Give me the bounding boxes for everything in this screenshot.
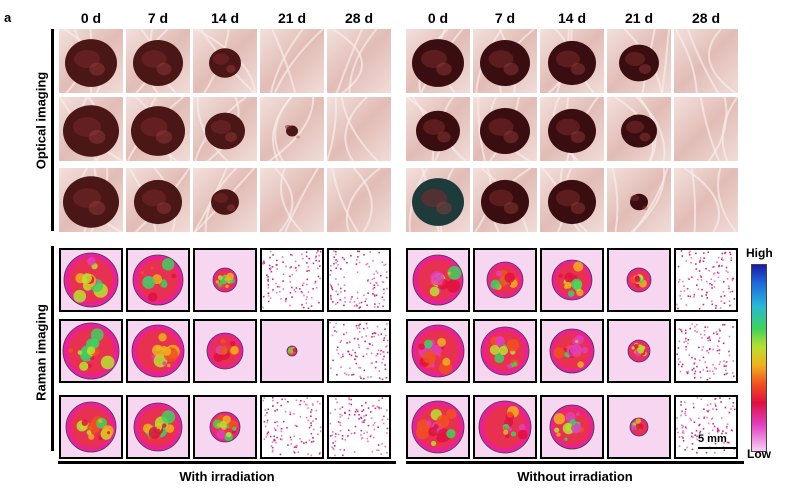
optical-image — [327, 97, 391, 161]
raman-image — [540, 248, 604, 312]
raman-image — [540, 395, 604, 459]
raman-image — [406, 395, 470, 459]
raman-image — [327, 319, 391, 383]
with-irradiation-label: With irradiation — [179, 469, 275, 484]
without-irradiation-bracket — [406, 461, 744, 464]
raman-image — [59, 248, 123, 312]
optical-image — [327, 168, 391, 232]
optical-image — [674, 29, 738, 93]
raman-image — [406, 319, 470, 383]
optical-image — [260, 168, 324, 232]
raman-image — [59, 395, 123, 459]
raman-image — [260, 248, 324, 312]
raman-imaging-label: Raman imaging — [33, 304, 49, 401]
raman-image — [674, 395, 738, 459]
optical-image — [193, 29, 257, 93]
raman-image — [607, 248, 671, 312]
optical-image — [473, 29, 537, 93]
optical-image — [260, 97, 324, 161]
optical-image — [473, 168, 537, 232]
colorbar-high-label: High — [746, 246, 773, 260]
raman-image — [260, 395, 324, 459]
with-irradiation-bracket — [58, 461, 396, 464]
optical-image — [193, 97, 257, 161]
raman-image — [59, 319, 123, 383]
raman-image — [674, 319, 738, 383]
scale-bar — [698, 447, 736, 449]
optical-imaging-label: Optical imaging — [33, 71, 49, 170]
optical-image — [540, 97, 604, 161]
optical-image — [260, 29, 324, 93]
day-label: 28 d — [344, 10, 373, 26]
optical-image — [540, 168, 604, 232]
optical-image — [126, 168, 190, 232]
optical-image — [607, 97, 671, 161]
day-label: 0 d — [427, 10, 449, 26]
raman-image — [126, 248, 190, 312]
raman-image — [193, 248, 257, 312]
optical-image — [406, 97, 470, 161]
day-label: 7 d — [494, 10, 516, 26]
raman-image — [473, 248, 537, 312]
raman-image — [540, 319, 604, 383]
raman-image — [607, 319, 671, 383]
day-label: 14 d — [210, 10, 239, 26]
raman-bracket — [51, 246, 54, 451]
optical-image — [607, 29, 671, 93]
raman-colorbar — [751, 264, 767, 452]
optical-image — [473, 97, 537, 161]
optical-image — [59, 168, 123, 232]
raman-image — [260, 319, 324, 383]
raman-image — [674, 248, 738, 312]
optical-image — [674, 97, 738, 161]
raman-image — [473, 395, 537, 459]
raman-image — [193, 319, 257, 383]
raman-image — [406, 248, 470, 312]
optical-image — [126, 29, 190, 93]
optical-image — [540, 29, 604, 93]
optical-image — [193, 168, 257, 232]
day-label: 21 d — [277, 10, 306, 26]
day-label: 28 d — [691, 10, 720, 26]
scale-bar-label: 5 mm — [698, 433, 727, 445]
optical-image — [126, 97, 190, 161]
raman-image — [607, 395, 671, 459]
day-label: 14 d — [557, 10, 586, 26]
optical-image — [327, 29, 391, 93]
raman-image — [126, 395, 190, 459]
raman-image — [193, 395, 257, 459]
optical-image — [406, 29, 470, 93]
raman-image — [473, 319, 537, 383]
raman-image — [327, 395, 391, 459]
without-irradiation-label: Without irradiation — [517, 469, 633, 484]
raman-image — [126, 319, 190, 383]
colorbar-low-label: Low — [747, 447, 771, 461]
optical-bracket — [51, 29, 54, 231]
optical-image — [406, 168, 470, 232]
day-label: 21 d — [624, 10, 653, 26]
panel-letter: a — [4, 10, 12, 25]
raman-image — [327, 248, 391, 312]
optical-image — [59, 29, 123, 93]
day-label: 0 d — [80, 10, 102, 26]
optical-image — [59, 97, 123, 161]
day-label: 7 d — [147, 10, 169, 26]
optical-image — [674, 168, 738, 232]
optical-image — [607, 168, 671, 232]
